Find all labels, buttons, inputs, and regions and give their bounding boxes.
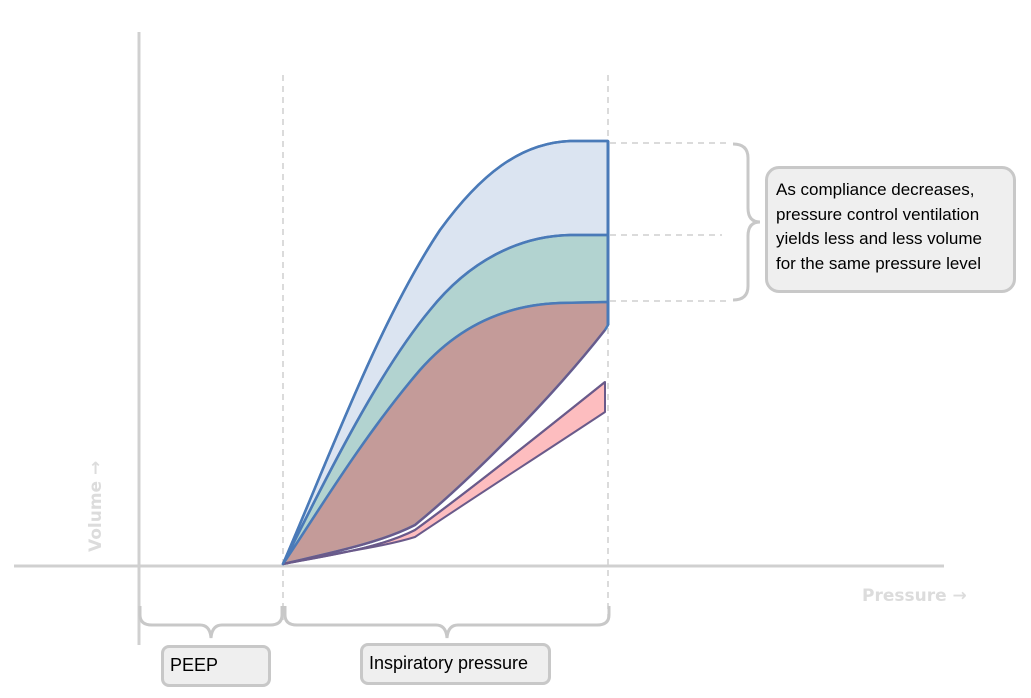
callout-line: yields less and less volume (776, 229, 982, 248)
callout-line: for the same pressure level (776, 253, 982, 273)
lowest-compliance-inner-curve (282, 381, 606, 566)
peep-label: PEEP (161, 645, 271, 687)
peep-bracket (138, 606, 284, 639)
inspiratory-pressure-bracket (283, 606, 611, 639)
high-compliance-curve (281, 139, 608, 565)
x-axis-label: Pressure → (862, 586, 967, 606)
volume-difference-bracket (732, 142, 761, 302)
y-axis-label: Volume → (86, 461, 106, 552)
callout-line: As compliance decreases, (776, 180, 975, 199)
low-compliance-inner-curve (282, 329, 606, 566)
compliance-callout: As compliance decreases, pressure contro… (765, 166, 1016, 293)
callout-line: pressure control ventilation (776, 204, 980, 224)
inspiratory-pressure-label: Inspiratory pressure (360, 643, 551, 685)
medium-compliance-curve (281, 233, 608, 565)
